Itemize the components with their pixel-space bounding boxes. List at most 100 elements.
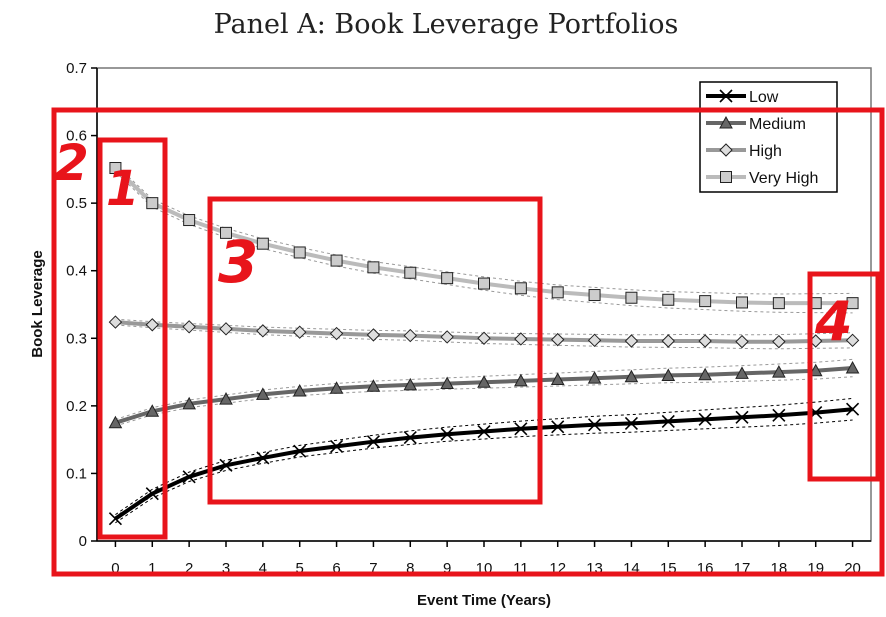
band-lower-low bbox=[115, 419, 853, 524]
data-point-high bbox=[403, 328, 417, 343]
legend-label-high: High bbox=[749, 143, 782, 160]
data-point-high bbox=[735, 334, 749, 349]
legend-label-very-high: Very High bbox=[749, 170, 818, 187]
data-point-low bbox=[108, 512, 122, 526]
data-point-low bbox=[366, 435, 380, 449]
data-point-medium bbox=[403, 377, 418, 391]
data-point-very-high bbox=[256, 237, 269, 250]
data-point-high bbox=[366, 328, 381, 342]
data-point-very-high bbox=[551, 286, 564, 299]
legend-marker-medium bbox=[719, 115, 733, 129]
data-point-medium bbox=[772, 365, 786, 378]
data-point-medium bbox=[550, 372, 565, 386]
x-tick-label: 3 bbox=[222, 560, 230, 577]
data-point-medium bbox=[256, 387, 270, 400]
data-point-low bbox=[440, 427, 454, 441]
data-point-low bbox=[588, 418, 602, 432]
data-point-low bbox=[145, 487, 159, 501]
x-tick-label: 9 bbox=[443, 560, 451, 577]
x-tick-label: 5 bbox=[296, 560, 304, 577]
x-tick-label: 8 bbox=[406, 560, 414, 577]
data-point-high bbox=[108, 315, 123, 329]
data-point-medium bbox=[440, 376, 454, 390]
y-tick-label: 0.7 bbox=[66, 60, 87, 77]
data-point-very-high bbox=[404, 266, 417, 279]
y-tick-label: 0.5 bbox=[66, 195, 87, 212]
x-tick-label: 0 bbox=[111, 560, 119, 577]
data-point-very-high bbox=[772, 297, 785, 310]
data-point-medium bbox=[108, 415, 123, 429]
series-markers bbox=[108, 162, 860, 526]
y-tick-label: 0.4 bbox=[66, 263, 87, 280]
data-point-medium bbox=[182, 396, 196, 410]
data-point-very-high bbox=[293, 246, 306, 259]
y-tick-label: 0.3 bbox=[66, 330, 87, 347]
data-point-medium bbox=[845, 360, 860, 374]
y-axis-ticks: 0 0.1 0.2 0.3 0.4 0.5 0.6 0.7 bbox=[66, 60, 97, 550]
data-point-low bbox=[735, 410, 749, 424]
band-upper-low bbox=[115, 397, 853, 516]
data-point-very-high bbox=[625, 291, 638, 304]
annotation-box-4 bbox=[807, 271, 881, 482]
annotation-box-outer bbox=[51, 107, 885, 577]
data-point-very-high bbox=[183, 214, 196, 227]
x-tick-label: 4 bbox=[259, 560, 267, 577]
data-point-medium bbox=[661, 368, 676, 381]
data-point-very-high bbox=[478, 277, 490, 290]
y-tick-label: 0.2 bbox=[66, 398, 87, 415]
data-point-medium bbox=[329, 381, 344, 394]
y-axis-label: Book Leverage bbox=[29, 250, 46, 358]
band-lower-high bbox=[115, 324, 853, 350]
data-point-very-high bbox=[146, 197, 159, 210]
data-point-very-high bbox=[736, 296, 748, 309]
y-tick-label: 0 bbox=[79, 533, 87, 550]
data-point-high bbox=[329, 326, 344, 341]
data-point-low bbox=[182, 470, 196, 484]
chart-title: Panel A: Book Leverage Portfolios bbox=[214, 9, 679, 40]
data-point-medium bbox=[587, 371, 602, 384]
data-point-low bbox=[293, 444, 307, 458]
data-point-medium bbox=[624, 369, 639, 383]
data-point-high bbox=[587, 333, 602, 348]
legend-label-medium: Medium bbox=[749, 116, 806, 133]
data-point-high bbox=[440, 330, 454, 344]
y-tick-label: 0.1 bbox=[66, 465, 87, 482]
x-tick-label: 6 bbox=[332, 560, 340, 577]
data-point-high bbox=[772, 334, 786, 349]
data-point-very-high bbox=[441, 272, 454, 285]
data-point-low bbox=[330, 439, 344, 453]
legend-label-low: Low bbox=[749, 89, 779, 106]
data-point-very-high bbox=[367, 261, 380, 274]
data-point-high bbox=[145, 318, 159, 332]
data-point-very-high bbox=[514, 282, 527, 295]
data-point-low bbox=[772, 408, 786, 422]
data-point-high bbox=[698, 334, 712, 348]
data-point-high bbox=[293, 325, 307, 339]
data-point-medium bbox=[808, 363, 823, 377]
annotation-label-3: 3 bbox=[218, 228, 258, 296]
legend: Low Medium High Very High bbox=[699, 81, 838, 193]
data-point-medium bbox=[735, 366, 749, 379]
data-point-very-high bbox=[588, 289, 601, 302]
data-point-low bbox=[624, 416, 638, 430]
x-axis-label: Event Time (Years) bbox=[417, 592, 551, 609]
data-point-medium bbox=[292, 383, 307, 397]
data-point-medium bbox=[514, 373, 528, 387]
data-point-low bbox=[403, 431, 417, 445]
x-tick-label: 1 bbox=[148, 560, 156, 577]
data-point-high bbox=[182, 320, 196, 334]
data-point-low bbox=[661, 414, 675, 428]
data-point-high bbox=[624, 334, 639, 348]
data-point-medium bbox=[145, 404, 160, 417]
x-tick-label: 7 bbox=[369, 560, 377, 577]
y-tick-label: 0.6 bbox=[66, 128, 87, 145]
data-point-high bbox=[845, 333, 860, 348]
annotation-label-2: 2 bbox=[54, 134, 89, 192]
data-point-high bbox=[514, 332, 528, 346]
data-point-low bbox=[219, 458, 233, 472]
data-point-medium bbox=[219, 392, 233, 405]
data-point-low bbox=[551, 420, 565, 434]
data-point-high bbox=[477, 331, 491, 345]
annotation-box-2 bbox=[97, 137, 168, 540]
